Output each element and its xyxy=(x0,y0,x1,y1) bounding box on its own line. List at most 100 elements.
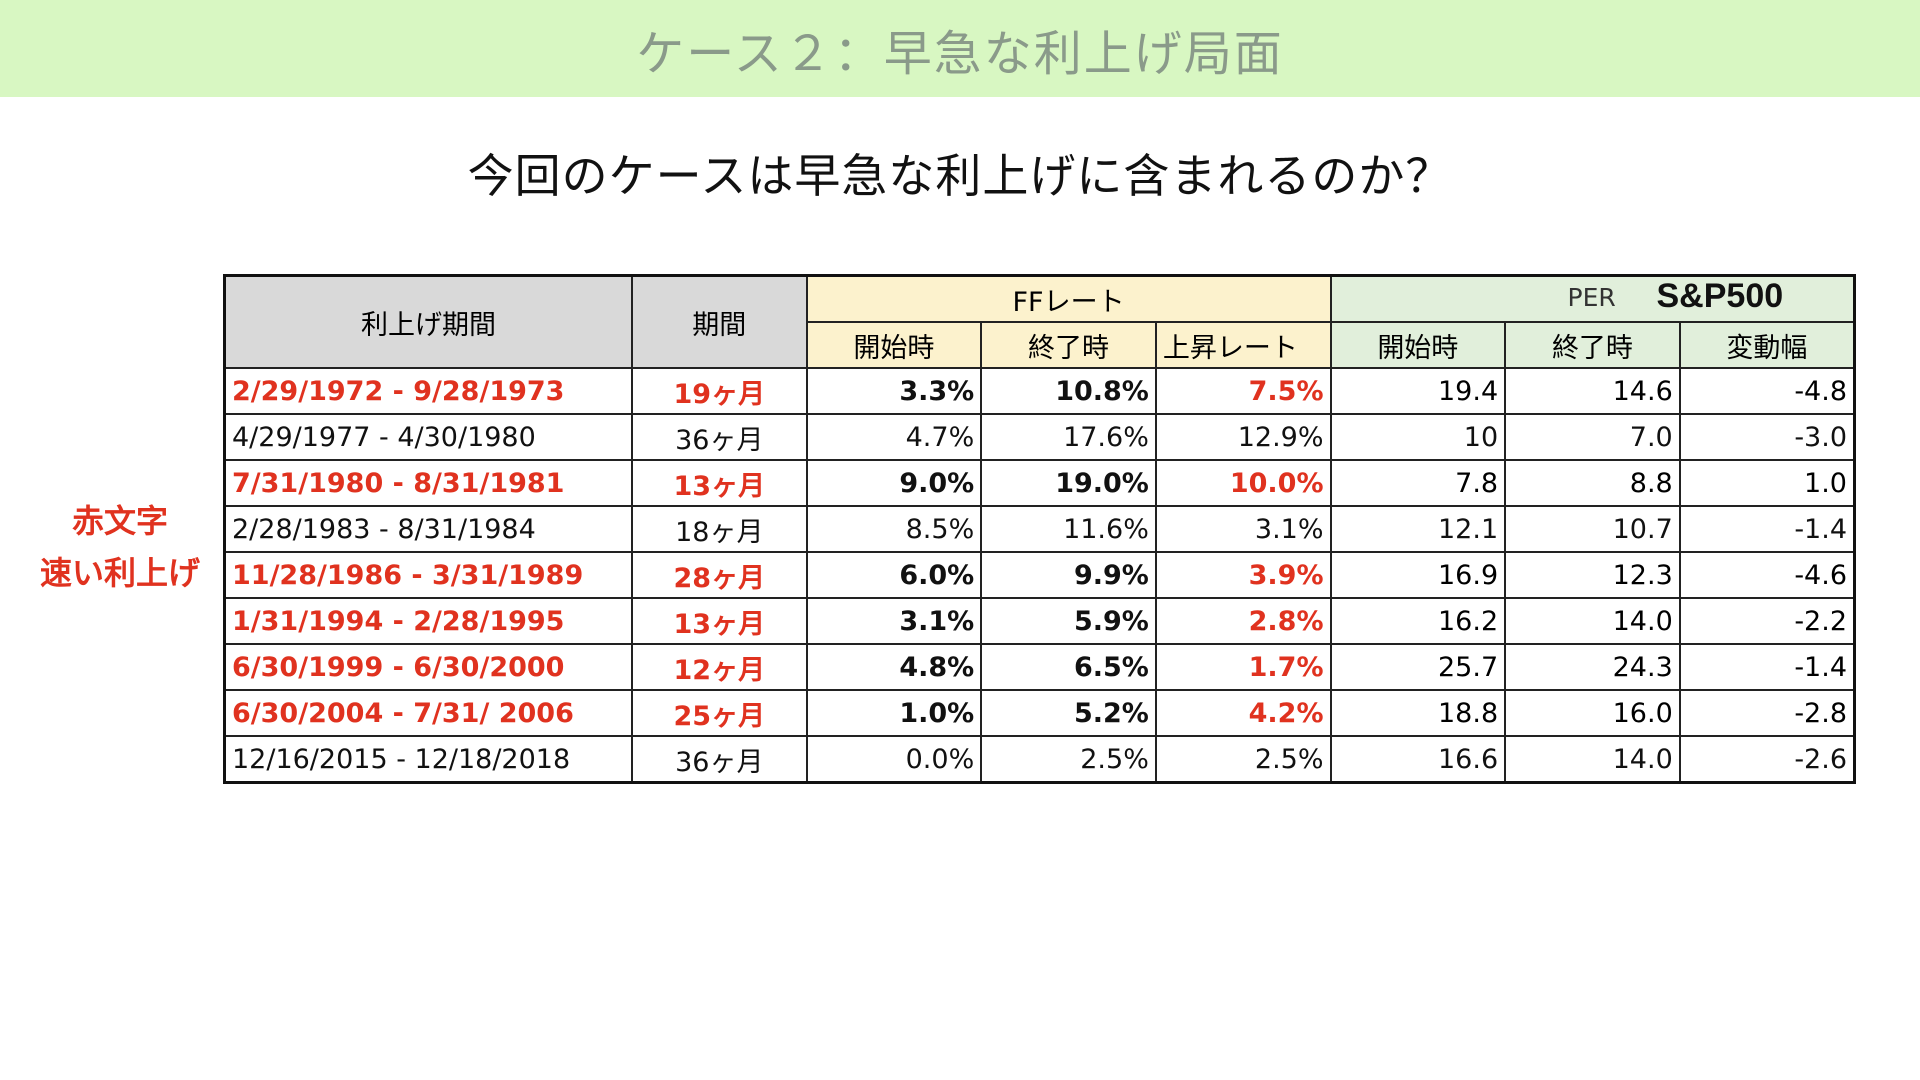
cell-ff-rise: 10.0% xyxy=(1154,459,1332,507)
subheader-ff-start: 開始時 xyxy=(805,321,983,369)
cell-per-start: 12.1 xyxy=(1329,505,1507,553)
cell-per-start: 18.8 xyxy=(1329,689,1507,737)
table-row: 11/28/1986 - 3/31/1989 28ヶ月 6.0% 9.9% 3.9% 16… xyxy=(223,551,1856,599)
cell-ff-end: 9.9% xyxy=(980,551,1157,599)
cell-ff-start: 3.1% xyxy=(805,597,983,645)
header-hike-period: 利上げ期間 xyxy=(223,274,633,369)
header-per-label: PER xyxy=(1567,283,1616,312)
cell-per-start: 16.9 xyxy=(1329,551,1507,599)
cell-ff-start: 4.7% xyxy=(805,413,983,461)
cell-per-change: -4.6 xyxy=(1678,551,1856,599)
table-row: 4/29/1977 - 4/30/1980 36ヶ月 4.7% 17.6% 12.9% 1… xyxy=(223,413,1856,461)
cell-ff-end: 5.2% xyxy=(980,689,1157,737)
cell-ff-start: 9.0% xyxy=(805,459,983,507)
cell-ff-start: 4.8% xyxy=(805,643,983,691)
cell-per-change: -1.4 xyxy=(1678,643,1856,691)
cell-per-end: 14.0 xyxy=(1504,597,1681,645)
cell-ff-rise: 2.5% xyxy=(1154,735,1332,784)
cell-ff-rise: 3.1% xyxy=(1154,505,1332,553)
cell-per-end: 8.8 xyxy=(1504,459,1681,507)
cell-ff-end: 2.5% xyxy=(980,735,1157,784)
cell-per-end: 14.0 xyxy=(1504,735,1681,784)
header-ff-rate: FFレート xyxy=(805,274,1332,323)
legend-note-line2: 速い利上げ xyxy=(39,554,200,592)
subheader-per-change: 変動幅 xyxy=(1678,321,1856,369)
cell-per-end: 24.3 xyxy=(1504,643,1681,691)
cell-per-start: 25.7 xyxy=(1329,643,1507,691)
cell-period-range: 6/30/2004 - 7/31/ 2006 xyxy=(223,689,633,737)
table-row: 2/29/1972 - 9/28/1973 19ヶ月 3.3% 10.8% 7.5% 19… xyxy=(223,367,1856,415)
cell-per-change: -4.8 xyxy=(1678,367,1856,415)
cell-ff-end: 5.9% xyxy=(980,597,1157,645)
cell-period-range: 2/29/1972 - 9/28/1973 xyxy=(223,367,633,415)
cell-ff-start: 8.5% xyxy=(805,505,983,553)
cell-period-range: 6/30/1999 - 6/30/2000 xyxy=(223,643,633,691)
subheader-ff-end: 終了時 xyxy=(980,321,1157,369)
subtitle-question: 今回のケースは早急な利上げに含まれるのか？ xyxy=(467,149,1453,203)
cell-ff-rise: 12.9% xyxy=(1154,413,1332,461)
cell-ff-rise: 7.5% xyxy=(1154,367,1332,415)
cell-per-end: 14.6 xyxy=(1504,367,1681,415)
cell-per-end: 16.0 xyxy=(1504,689,1681,737)
cell-per-end: 12.3 xyxy=(1504,551,1681,599)
table-row: 6/30/1999 - 6/30/2000 12ヶ月 4.8% 6.5% 1.7% 25.… xyxy=(223,643,1856,691)
cell-duration: 25ヶ月 xyxy=(630,689,808,737)
cell-period-range: 12/16/2015 - 12/18/2018 xyxy=(223,735,633,784)
cell-duration: 13ヶ月 xyxy=(630,597,808,645)
table-row: 2/28/1983 - 8/31/1984 18ヶ月 8.5% 11.6% 3.1% 12… xyxy=(223,505,1856,553)
legend-note: 赤文字 速い利上げ xyxy=(20,495,220,599)
cell-period-range: 2/28/1983 - 8/31/1984 xyxy=(223,505,633,553)
cell-ff-end: 19.0% xyxy=(980,459,1157,507)
cell-per-start: 16.2 xyxy=(1329,597,1507,645)
cell-per-end: 10.7 xyxy=(1504,505,1681,553)
table-row: 7/31/1980 - 8/31/1981 13ヶ月 9.0% 19.0% 10.0% 7… xyxy=(223,459,1856,507)
cell-duration: 19ヶ月 xyxy=(630,367,808,415)
rate-hike-table: 利上げ期間 期間 FFレート PER S&P500 開始時 終了時 上昇レート … xyxy=(223,274,1856,784)
cell-per-change: -1.4 xyxy=(1678,505,1856,553)
cell-duration: 13ヶ月 xyxy=(630,459,808,507)
cell-per-change: -2.6 xyxy=(1678,735,1856,784)
cell-ff-rise: 4.2% xyxy=(1154,689,1332,737)
cell-period-range: 7/31/1980 - 8/31/1981 xyxy=(223,459,633,507)
cell-ff-rise: 3.9% xyxy=(1154,551,1332,599)
subheader-per-start: 開始時 xyxy=(1329,321,1507,369)
cell-ff-end: 11.6% xyxy=(980,505,1157,553)
header-sp500-label: S&P500 xyxy=(1656,277,1784,315)
cell-ff-end: 6.5% xyxy=(980,643,1157,691)
cell-ff-end: 17.6% xyxy=(980,413,1157,461)
cell-duration: 28ヶ月 xyxy=(630,551,808,599)
header-per: PER S&P500 xyxy=(1329,274,1856,323)
cell-per-start: 16.6 xyxy=(1329,735,1507,784)
cell-duration: 36ヶ月 xyxy=(630,413,808,461)
subheader-per-end: 終了時 xyxy=(1504,321,1681,369)
cell-duration: 36ヶ月 xyxy=(630,735,808,784)
cell-ff-start: 0.0% xyxy=(805,735,983,784)
cell-per-start: 10 xyxy=(1329,413,1507,461)
legend-note-line1: 赤文字 xyxy=(71,502,168,540)
cell-per-end: 7.0 xyxy=(1504,413,1681,461)
table-row: 1/31/1994 - 2/28/1995 13ヶ月 3.1% 5.9% 2.8% 16.… xyxy=(223,597,1856,645)
cell-per-change: -2.2 xyxy=(1678,597,1856,645)
cell-per-start: 19.4 xyxy=(1329,367,1507,415)
header-duration: 期間 xyxy=(630,274,808,369)
cell-period-range: 4/29/1977 - 4/30/1980 xyxy=(223,413,633,461)
cell-ff-end: 10.8% xyxy=(980,367,1157,415)
cell-period-range: 11/28/1986 - 3/31/1989 xyxy=(223,551,633,599)
cell-per-start: 7.8 xyxy=(1329,459,1507,507)
cell-per-change: 1.0 xyxy=(1678,459,1856,507)
cell-ff-start: 6.0% xyxy=(805,551,983,599)
table-row: 12/16/2015 - 12/18/2018 36ヶ月 0.0% 2.5% 2.5% 1… xyxy=(223,735,1856,784)
cell-per-change: -3.0 xyxy=(1678,413,1856,461)
subheader-ff-rise: 上昇レート xyxy=(1154,321,1332,369)
title-bar: ケース２：早急な利上げ局面 xyxy=(0,0,1920,97)
cell-ff-start: 1.0% xyxy=(805,689,983,737)
table-body: 2/29/1972 - 9/28/1973 19ヶ月 3.3% 10.8% 7.5% 19… xyxy=(223,367,1856,784)
cell-duration: 12ヶ月 xyxy=(630,643,808,691)
cell-ff-rise: 1.7% xyxy=(1154,643,1332,691)
page-title: ケース２：早急な利上げ局面 xyxy=(636,25,1284,82)
table-row: 6/30/2004 - 7/31/ 2006 25ヶ月 1.0% 5.2% 4.2% 18… xyxy=(223,689,1856,737)
cell-ff-start: 3.3% xyxy=(805,367,983,415)
cell-period-range: 1/31/1994 - 2/28/1995 xyxy=(223,597,633,645)
cell-duration: 18ヶ月 xyxy=(630,505,808,553)
cell-per-change: -2.8 xyxy=(1678,689,1856,737)
